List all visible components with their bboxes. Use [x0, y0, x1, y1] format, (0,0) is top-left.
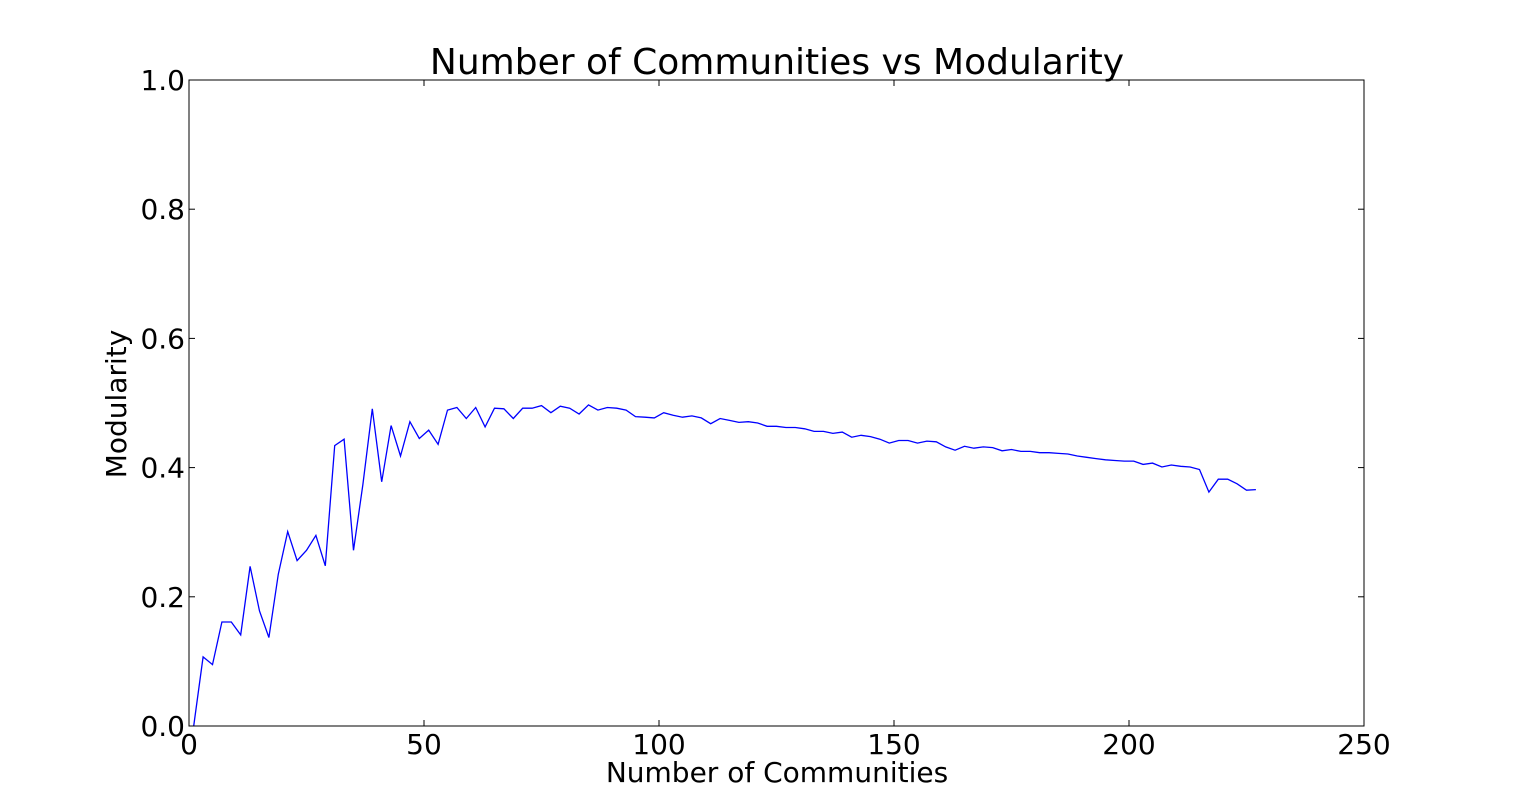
x-tick-label: 150	[867, 728, 920, 761]
x-tick-label: 0	[180, 728, 198, 761]
chart-title: Number of Communities vs Modularity	[430, 42, 1124, 83]
plot-area: 0 50 100 150 200 250 0.0 0.2 0.4 0.6 0.8 1.0	[140, 64, 1390, 761]
y-tick-label: 0.6	[140, 322, 185, 355]
x-tick-label: 50	[406, 728, 442, 761]
y-axis-label: Modularity	[100, 330, 133, 479]
y-tick-label: 0.0	[140, 710, 185, 743]
x-tick-label: 100	[632, 728, 685, 761]
y-tick-label: 0.8	[140, 193, 185, 226]
x-tick-label: 200	[1102, 728, 1155, 761]
y-tick-label: 0.4	[140, 452, 185, 485]
series-line	[193, 404, 1256, 727]
x-axis-label: Number of Communities	[606, 756, 948, 789]
x-tick-label: 250	[1337, 728, 1390, 761]
y-tick-label: 0.2	[140, 581, 185, 614]
y-tick-label: 1.0	[140, 64, 185, 97]
axes-frame	[188, 79, 1365, 727]
